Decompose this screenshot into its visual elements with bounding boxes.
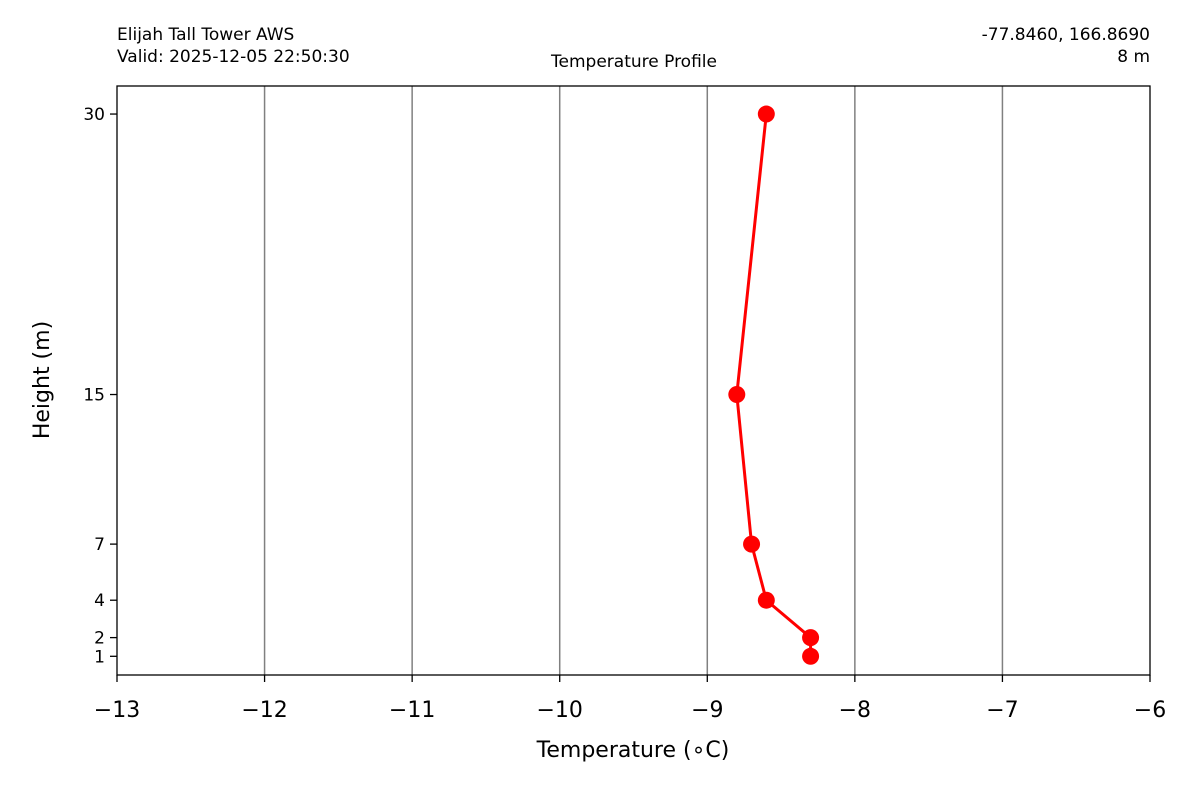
station-coordinates: -77.8460, 166.8690 [981, 25, 1150, 45]
plot-area-frame [116, 85, 1151, 676]
valid-time: Valid: 2025-12-05 22:50:30 [117, 47, 350, 67]
station-name: Elijah Tall Tower AWS [117, 25, 295, 45]
data-point [757, 591, 775, 609]
x-tick-label: −7 [986, 698, 1018, 723]
chart-header-right: -77.8460, 166.8690 8 m [982, 24, 1150, 68]
station-elevation: 8 m [1117, 47, 1150, 67]
data-point [802, 647, 820, 665]
grid-lines [263, 86, 1004, 675]
data-point [743, 535, 761, 553]
y-tick-label: 15 [83, 386, 105, 406]
y-tick-label: 1 [94, 647, 105, 667]
y-axis-label: Height (m) [30, 321, 55, 439]
series-temperature [728, 105, 820, 665]
data-point [728, 386, 746, 404]
x-tick-label: −8 [839, 698, 871, 723]
y-tick-label: 7 [94, 535, 105, 555]
x-tick-label: −13 [94, 698, 140, 723]
data-point [757, 105, 775, 123]
x-tick-label: −6 [1134, 698, 1166, 723]
x-tick-label: −9 [691, 698, 723, 723]
x-tick-label: −12 [241, 698, 287, 723]
series-line [735, 113, 813, 657]
data-point [802, 629, 820, 647]
chart-header-left: Elijah Tall Tower AWS Valid: 2025-12-05 … [117, 24, 350, 68]
y-tick-label: 4 [94, 591, 105, 611]
x-tick-label: −10 [536, 698, 582, 723]
y-tick-label: 2 [94, 629, 105, 649]
x-axis-label: Temperature (∘C) [536, 738, 730, 763]
chart-title: Temperature Profile [551, 52, 717, 72]
y-tick-label: 30 [83, 105, 105, 125]
y-axis: 12 4 7 15 30 [83, 105, 117, 667]
x-tick-label: −11 [389, 698, 435, 723]
x-axis: −13 −12 −11 −10 −9 −8 −7 −6 [94, 675, 1166, 723]
